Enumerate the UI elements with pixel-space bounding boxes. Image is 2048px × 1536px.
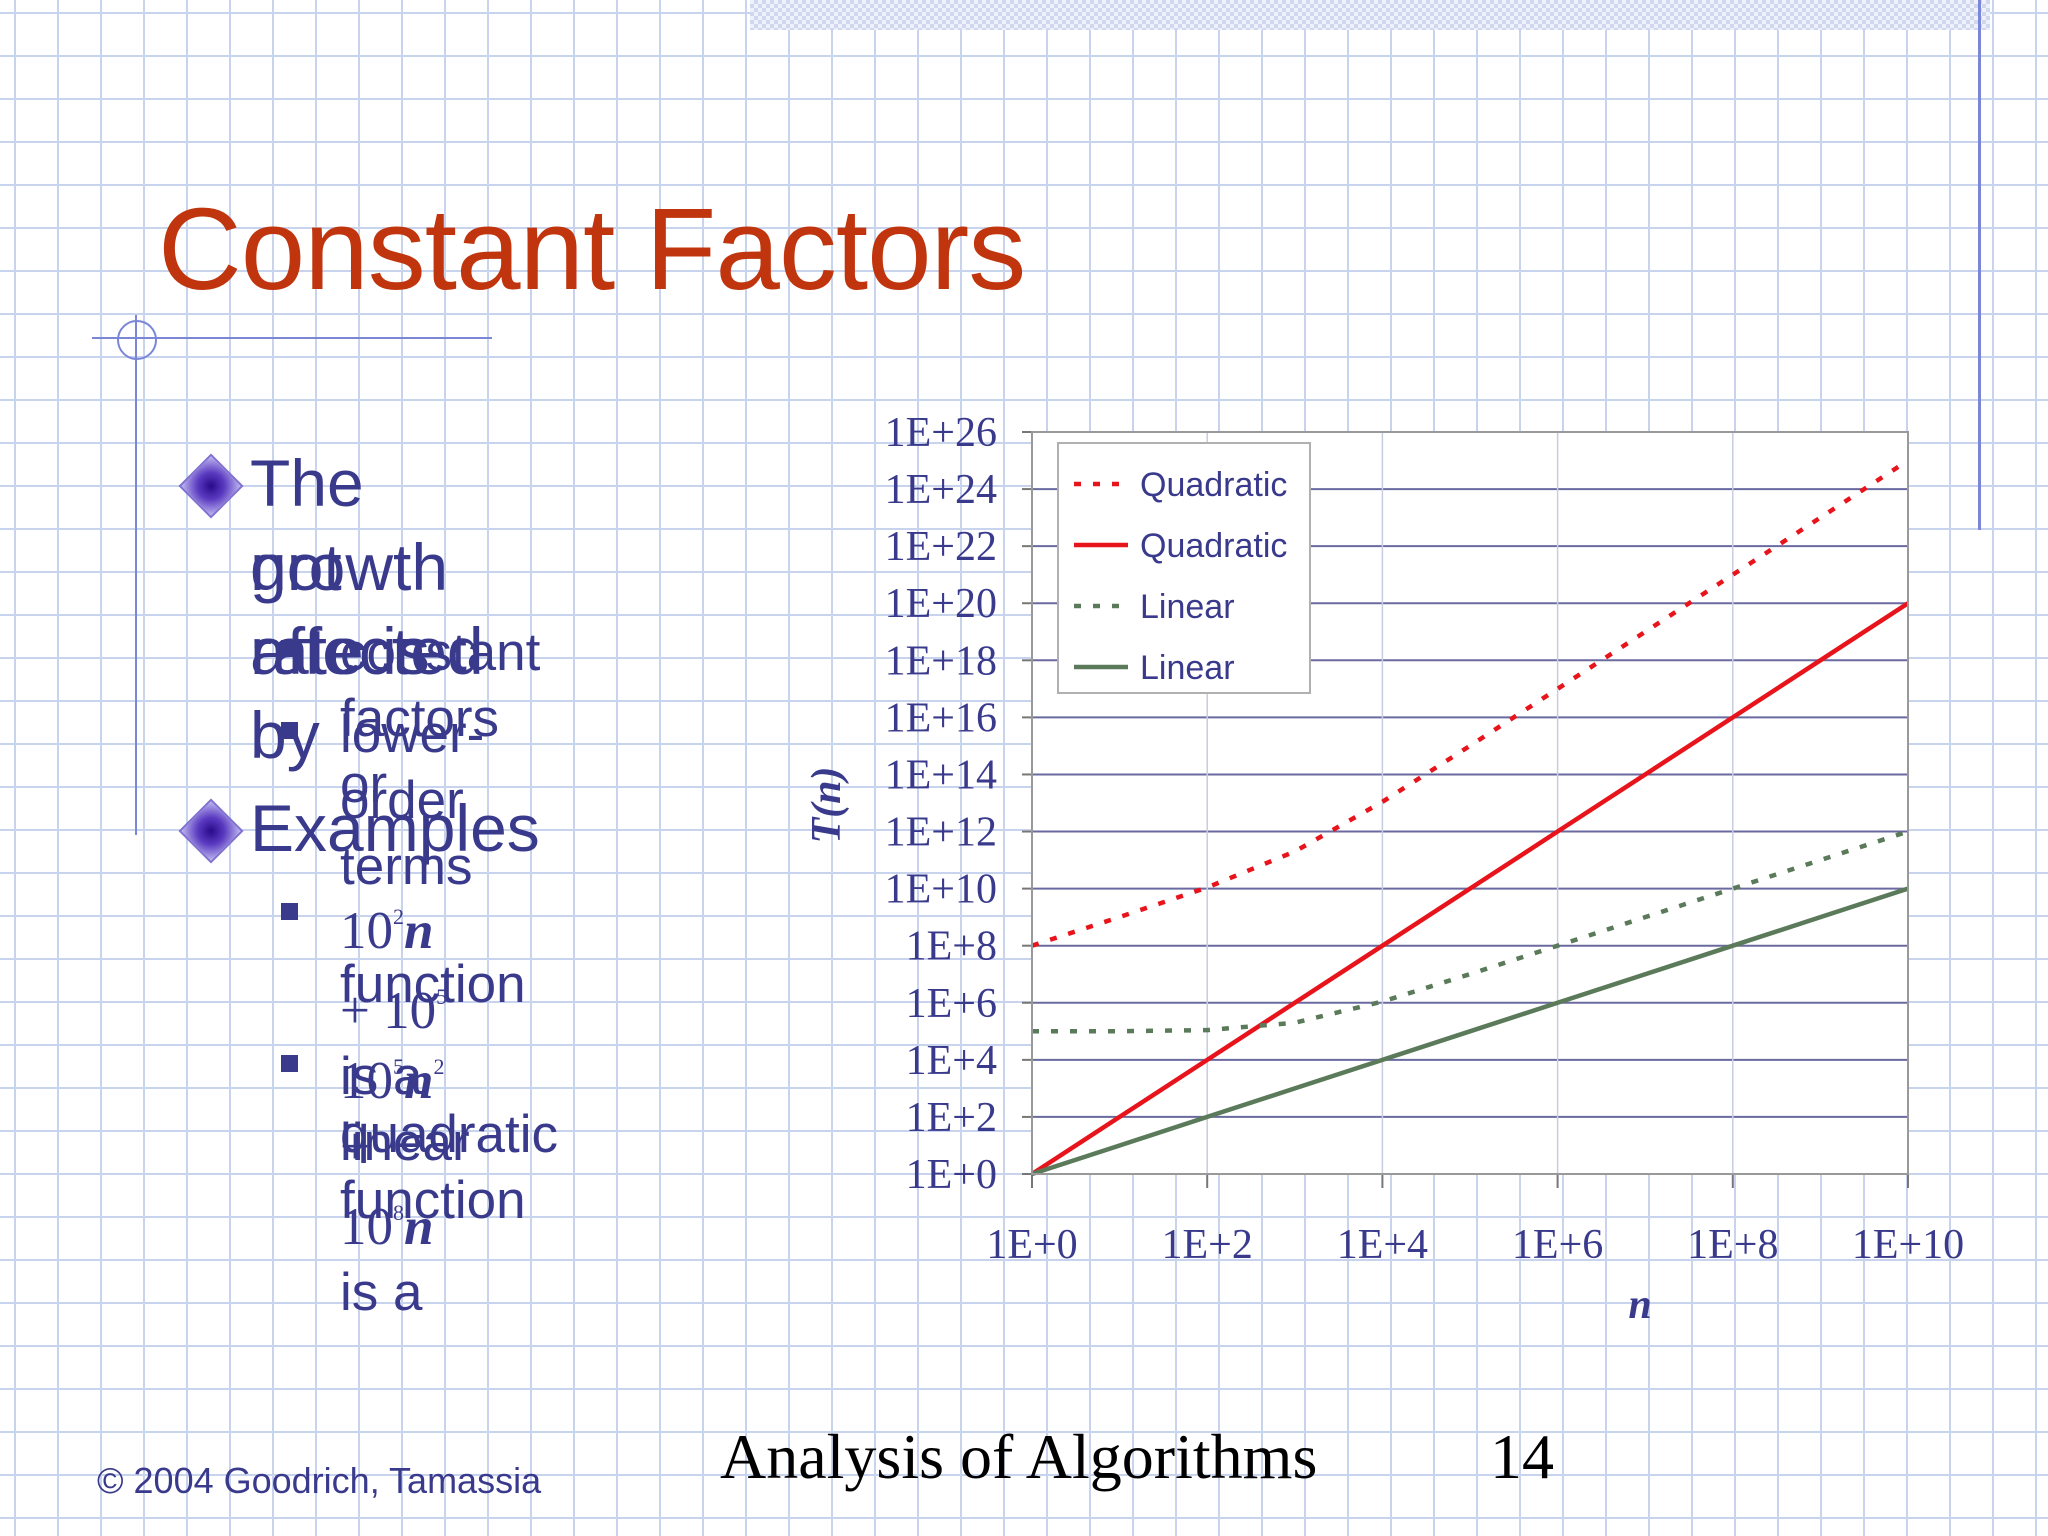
example-2-line-2: quadratic function xyxy=(340,1105,559,1230)
footer-copyright: © 2004 Goodrich, Tamassia xyxy=(97,1460,542,1501)
x-tick-label: 1E+0 xyxy=(986,1222,1077,1268)
series-line-0 xyxy=(1031,458,1910,948)
x-tick-label: 1E+2 xyxy=(1162,1222,1253,1268)
x-tick-labels: 1E+0 1E+2 1E+4 1E+6 1E+8 1E+10 xyxy=(986,1222,1964,1268)
sub-bullet-lower-order: lower-order terms xyxy=(340,705,485,896)
example-1-coef-exp: 2 xyxy=(393,904,404,929)
square-bullet-icon xyxy=(281,1055,298,1072)
x-tick-label: 1E+4 xyxy=(1337,1222,1428,1268)
title-underline xyxy=(92,337,492,339)
y-tick-labels: 1E+0 1E+2 1E+4 1E+6 1E+8 1E+10 1E+12 1E+14 1E+16… xyxy=(885,410,997,1198)
footer-course-title: Analysis of Algorithms xyxy=(720,1421,1318,1492)
square-bullet-icon xyxy=(281,722,298,739)
legend-label-3: Linear xyxy=(1140,649,1235,687)
example-2-const-exp: 8 xyxy=(393,1200,404,1225)
example-2-op: + xyxy=(340,1118,370,1176)
y-tick-label: 1E+12 xyxy=(885,810,997,856)
example-2-tail: is a xyxy=(340,1263,423,1322)
example-1-const: 10 xyxy=(383,982,437,1040)
bullet-1-line-2: not affected by xyxy=(250,530,484,772)
sub-bullet-constant-factors: constant factors or xyxy=(340,623,541,814)
plot-border xyxy=(1031,431,1909,1175)
x-tick-label: 1E+10 xyxy=(1852,1222,1964,1268)
bullet-2-examples: Examples xyxy=(250,791,540,865)
y-tick-label: 1E+22 xyxy=(885,524,997,570)
legend-label-0: Quadratic xyxy=(1140,466,1287,504)
legend-label-2: Linear xyxy=(1140,588,1235,626)
x-axis-label: n xyxy=(1628,1282,1651,1328)
top-decorative-band xyxy=(750,0,1990,30)
example-1-line-1: 102n + 105 is a linear xyxy=(340,884,470,1176)
example-1-var: n xyxy=(404,902,434,960)
footer-page-number: 14 xyxy=(1490,1421,1554,1492)
square-bullet-icon xyxy=(281,640,298,657)
y-tick-label: 1E+24 xyxy=(885,467,997,513)
y-tick-label: 1E+2 xyxy=(906,1095,997,1141)
decorative-circle xyxy=(117,320,157,360)
series-line-1 xyxy=(1030,601,1910,1176)
example-2-var-2: n xyxy=(404,1198,434,1256)
series-lines xyxy=(1030,458,1910,1177)
y-tick-label: 1E+4 xyxy=(906,1038,997,1084)
bullet-1-line-1: The growth rate is xyxy=(250,446,449,688)
example-1-op: + xyxy=(340,982,384,1040)
example-2-const: 10 xyxy=(340,1198,393,1256)
left-decorative-rule xyxy=(135,315,137,835)
example-1-tail: is a linear xyxy=(340,1047,470,1172)
y-tick-label: 1E+10 xyxy=(885,867,997,913)
y-tick-label: 1E+18 xyxy=(885,638,997,684)
example-1-line-2: function xyxy=(340,955,526,1014)
y-tick-label: 1E+14 xyxy=(885,752,997,798)
example-1-const-exp: 5 xyxy=(436,984,448,1009)
y-tick-label: 1E+16 xyxy=(885,695,997,741)
y-tick-label: 1E+0 xyxy=(906,1152,997,1198)
example-2-coef-exp: 5 xyxy=(393,1054,404,1079)
y-axis-label: T(n) xyxy=(804,767,850,844)
legend-label-1: Quadratic xyxy=(1140,527,1287,565)
y-tick-label: 1E+6 xyxy=(906,981,997,1027)
x-tick-label: 1E+8 xyxy=(1687,1222,1778,1268)
slide-title: Constant Factors xyxy=(158,184,1026,314)
series-line-3 xyxy=(1031,886,1909,1177)
x-tick-label: 1E+6 xyxy=(1512,1222,1603,1268)
y-tick-label: 1E+8 xyxy=(906,924,997,970)
example-2-coef: 10 xyxy=(340,1052,393,1110)
right-decorative-rule xyxy=(1978,0,1981,530)
y-tick-label: 1E+26 xyxy=(885,410,997,456)
square-bullet-icon xyxy=(281,903,298,920)
gridlines xyxy=(1022,431,1909,1188)
example-2-var: n xyxy=(404,1052,434,1110)
example-2-line-1: 105n2 + 108n is a xyxy=(340,1034,444,1326)
example-2-var-exp: 2 xyxy=(433,1054,445,1079)
y-tick-label: 1E+20 xyxy=(885,581,997,627)
legend: Quadratic Quadratic Linear Linear xyxy=(1057,442,1311,694)
example-1-coef: 10 xyxy=(340,902,393,960)
